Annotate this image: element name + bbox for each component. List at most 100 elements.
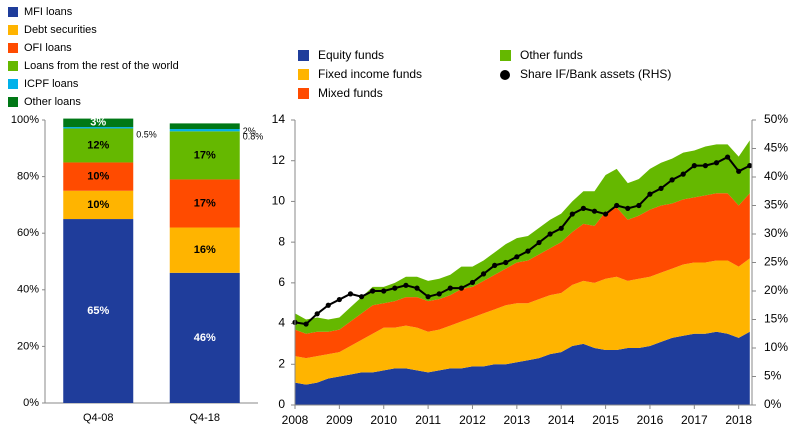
x-tick-label: 2018 bbox=[725, 413, 752, 427]
line-point bbox=[536, 239, 542, 246]
y-tick-label: 100% bbox=[11, 114, 39, 126]
x-tick-label: 2014 bbox=[548, 413, 575, 427]
line-point bbox=[669, 177, 675, 183]
bar-segment bbox=[169, 131, 240, 180]
y2-tick-label: 15% bbox=[764, 312, 788, 326]
area bbox=[295, 331, 750, 405]
line-point bbox=[747, 163, 753, 169]
y-tick-label: 2 bbox=[278, 356, 285, 370]
x-tick-label: 2010 bbox=[370, 413, 397, 427]
line-point bbox=[336, 296, 342, 303]
y-tick-label: 60% bbox=[17, 227, 39, 239]
y-tick-label: 0% bbox=[23, 397, 39, 409]
bar-segment bbox=[63, 127, 134, 129]
legend-label: Equity funds bbox=[318, 48, 384, 62]
line-point bbox=[314, 311, 320, 317]
line-point bbox=[591, 208, 598, 214]
line-point bbox=[647, 191, 653, 197]
line-point bbox=[547, 231, 553, 237]
legend-label: MFI loans bbox=[24, 6, 73, 18]
line-point bbox=[558, 225, 564, 231]
line-point bbox=[436, 291, 442, 297]
y-tick-label: 10 bbox=[272, 194, 286, 208]
bar-segment bbox=[63, 128, 134, 163]
x-tick-label: 2011 bbox=[415, 413, 441, 427]
line-point bbox=[480, 271, 487, 277]
legend-swatch bbox=[298, 69, 309, 80]
line-point bbox=[569, 211, 575, 217]
line-point bbox=[503, 259, 509, 266]
line-point bbox=[625, 205, 631, 211]
y2-tick-label: 0% bbox=[764, 397, 782, 411]
bar-segment bbox=[169, 272, 240, 403]
y-tick-label: 0 bbox=[278, 397, 285, 411]
data-label: 65% bbox=[87, 305, 109, 317]
data-label: 17% bbox=[194, 149, 216, 161]
line-point bbox=[370, 288, 376, 294]
legend-label: Fixed income funds bbox=[318, 67, 422, 81]
data-label: 17% bbox=[194, 197, 216, 209]
data-label: 16% bbox=[194, 244, 216, 256]
y-tick-label: 20% bbox=[17, 340, 39, 352]
line-point bbox=[736, 168, 742, 174]
y-tick-label: 40% bbox=[17, 284, 39, 296]
y2-tick-label: 5% bbox=[764, 369, 782, 383]
line-point bbox=[658, 185, 664, 191]
legend-label: Share IF/Bank assets (RHS) bbox=[520, 67, 671, 81]
legend-swatch bbox=[8, 7, 18, 17]
y-tick-label: 8 bbox=[278, 234, 285, 248]
legend-swatch bbox=[8, 61, 18, 71]
data-label: 2% bbox=[243, 126, 256, 136]
area bbox=[295, 258, 750, 385]
bar-segment bbox=[169, 123, 240, 130]
line-point bbox=[636, 202, 642, 209]
data-label: 10% bbox=[87, 171, 109, 183]
area bbox=[295, 193, 750, 359]
y2-tick-label: 50% bbox=[764, 112, 788, 126]
y-tick-label: 6 bbox=[278, 275, 285, 289]
legend-swatch bbox=[500, 50, 511, 61]
y2-tick-label: 35% bbox=[764, 198, 788, 212]
x-tick-label: 2015 bbox=[592, 413, 619, 427]
line-point bbox=[347, 291, 354, 297]
line-point bbox=[414, 285, 420, 291]
line-point bbox=[458, 285, 464, 291]
line-point bbox=[724, 154, 731, 160]
y2-tick-label: 45% bbox=[764, 141, 788, 155]
legend-label: Mixed funds bbox=[318, 86, 383, 100]
line-point bbox=[447, 285, 453, 291]
y2-tick-label: 20% bbox=[764, 283, 788, 297]
line-point bbox=[392, 285, 398, 291]
legend-swatch bbox=[8, 25, 18, 35]
legend-swatch bbox=[8, 43, 18, 53]
line-point bbox=[325, 302, 331, 308]
y-tick-label: 4 bbox=[278, 316, 285, 330]
legend-label: Other funds bbox=[520, 48, 583, 62]
bar-segment bbox=[63, 162, 134, 191]
legend-swatch bbox=[298, 50, 309, 61]
legend-label: Debt securities bbox=[24, 24, 97, 36]
line-point bbox=[514, 254, 520, 260]
line-point bbox=[713, 160, 720, 166]
legend-label: ICPF loans bbox=[24, 78, 79, 90]
line-point bbox=[702, 163, 709, 169]
line-point bbox=[469, 279, 476, 286]
line-point bbox=[403, 282, 409, 288]
x-tick-label: Q4-08 bbox=[83, 412, 114, 424]
data-label: 0.5% bbox=[136, 129, 157, 139]
data-label: 10% bbox=[87, 199, 109, 211]
bar-segment bbox=[169, 227, 240, 273]
line-point bbox=[602, 211, 609, 217]
x-tick-label: 2017 bbox=[681, 413, 708, 427]
y2-tick-label: 25% bbox=[764, 255, 788, 269]
x-tick-label: 2016 bbox=[637, 413, 664, 427]
y-tick-label: 14 bbox=[272, 112, 286, 126]
bar-segment bbox=[169, 129, 240, 132]
line-point bbox=[691, 163, 697, 169]
y-tick-label: 12 bbox=[272, 153, 286, 167]
line-point bbox=[381, 288, 387, 294]
legend-marker bbox=[500, 70, 510, 80]
x-tick-label: 2008 bbox=[282, 413, 309, 427]
